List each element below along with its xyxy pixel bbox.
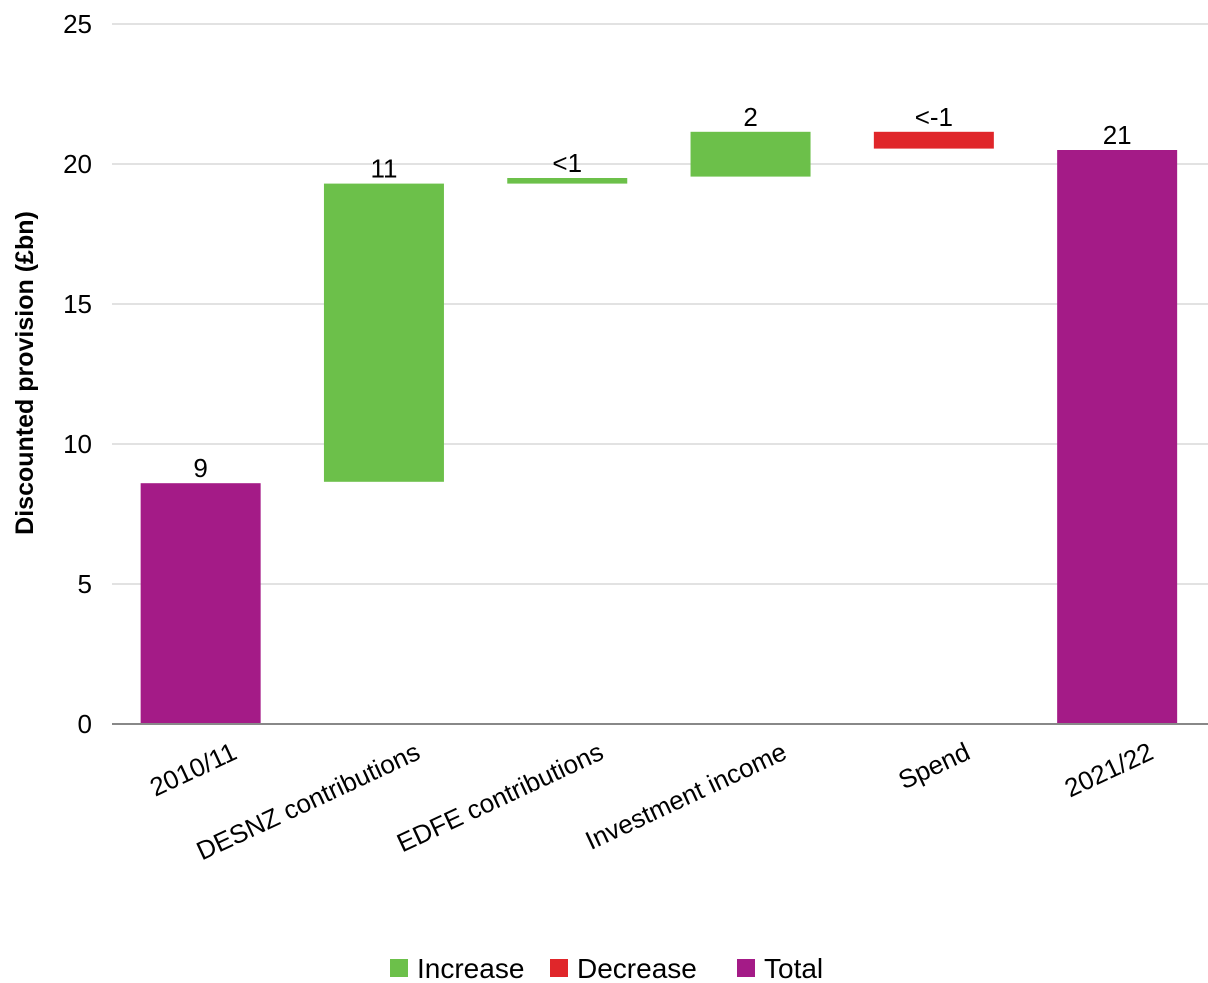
- bar-decrease: [873, 131, 994, 149]
- data-label: 9: [193, 453, 207, 483]
- legend-swatch-decrease: [550, 959, 568, 977]
- bar-increase: [507, 178, 628, 184]
- bar-total: [140, 483, 261, 724]
- legend: Increase Decrease Total: [390, 953, 823, 983]
- x-category-label: Spend: [894, 736, 975, 795]
- data-label: 21: [1103, 120, 1132, 150]
- bar-increase: [323, 183, 444, 482]
- y-axis-ticks: 0 5 10 15 20 25: [63, 9, 92, 739]
- legend-swatch-total: [737, 959, 755, 977]
- y-tick-label: 0: [78, 709, 92, 739]
- data-label: <1: [552, 148, 582, 178]
- y-tick-label: 15: [63, 289, 92, 319]
- data-label: 11: [370, 154, 397, 184]
- y-tick-label: 20: [63, 149, 92, 179]
- legend-label: Increase: [417, 953, 524, 983]
- legend-swatch-increase: [390, 959, 408, 977]
- x-category-label: 2010/11: [145, 736, 241, 802]
- legend-label: Total: [764, 953, 823, 983]
- legend-label: Decrease: [577, 953, 697, 983]
- y-tick-label: 10: [63, 429, 92, 459]
- x-category-label: 2021/22: [1060, 736, 1158, 803]
- gridlines: [112, 23, 1208, 585]
- data-labels: 9 11 <1 2 <-1 21: [193, 102, 1131, 483]
- data-label: 2: [743, 102, 757, 132]
- y-tick-label: 25: [63, 9, 92, 39]
- bar-increase: [690, 131, 811, 177]
- x-category-label: EDFE contributions: [392, 736, 608, 858]
- x-category-label: Investment income: [581, 736, 791, 855]
- data-label: <-1: [915, 102, 953, 132]
- bar-total: [1057, 150, 1178, 724]
- y-axis-title: Discounted provision (£bn): [11, 211, 39, 535]
- bars: [140, 131, 1178, 724]
- y-tick-label: 5: [78, 569, 92, 599]
